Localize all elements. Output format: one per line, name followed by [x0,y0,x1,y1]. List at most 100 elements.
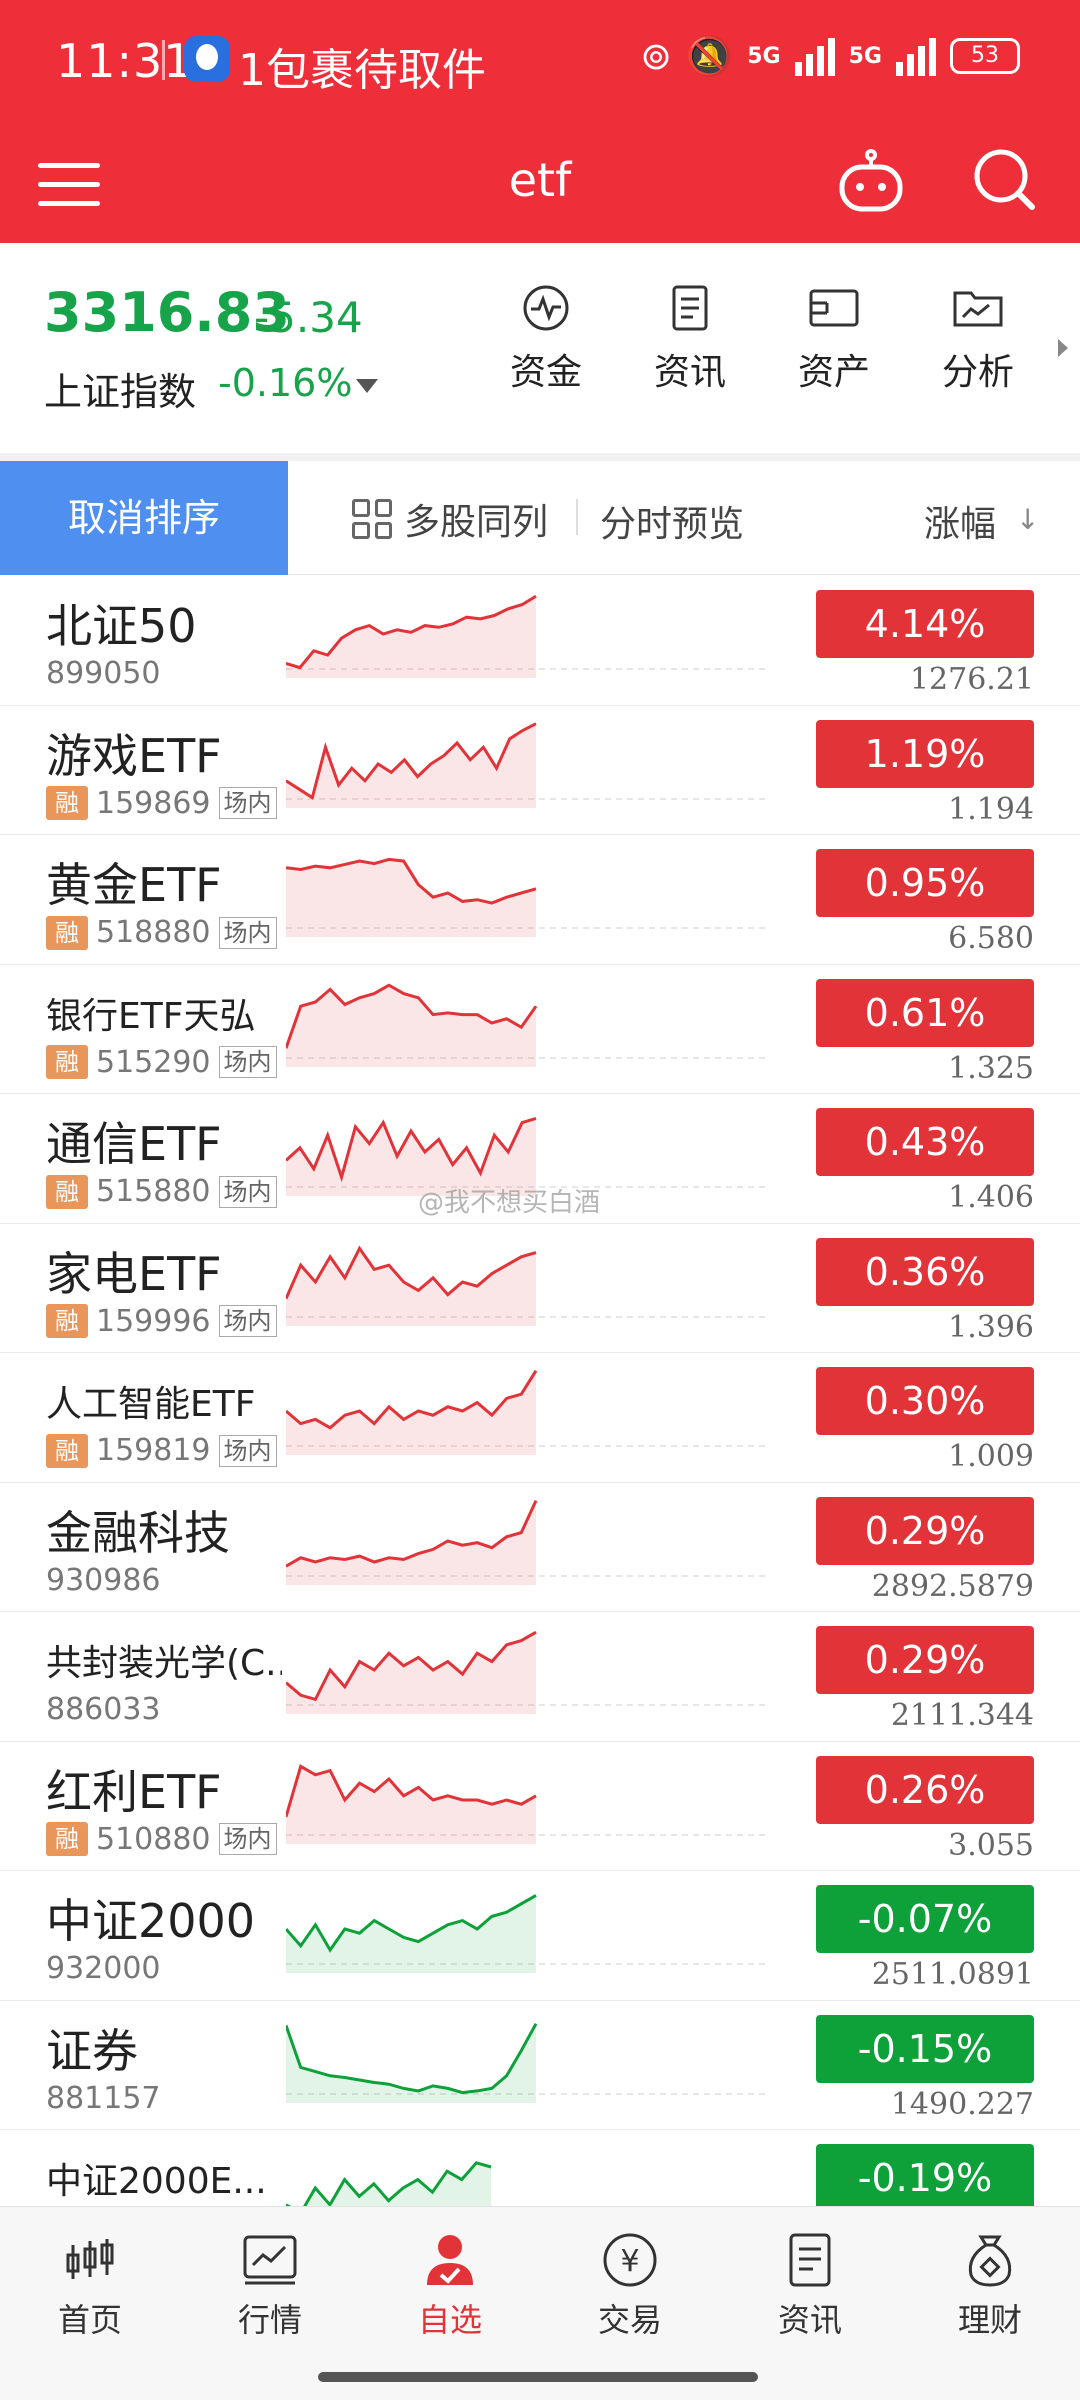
sparkline-area [286,1632,536,1714]
change-badge[interactable]: 1.19% [816,719,1034,788]
nav-label: 资讯 [777,2301,842,2339]
nav-trade[interactable]: ¥ 交易 [560,2231,700,2341]
item-name: 共封装光学(C... [46,1643,282,1684]
margin-badge: 融 [46,915,88,950]
nav-news[interactable]: 资讯 [740,2231,880,2341]
list-item[interactable]: 金融科技 930986 0.29% 2892.5879 [0,1483,1080,1612]
item-meta: 融 515290 场内 [46,1045,277,1080]
item-code: 515880 [96,1174,211,1209]
quick-action-news[interactable]: 资讯 [630,283,750,395]
intraday-sparkline [286,1499,766,1585]
sparkline-area [286,2023,536,2103]
sparkline-line [286,721,537,800]
item-price: 1.009 [948,1439,1034,1474]
index-pct: -0.16% [218,361,353,405]
document-icon [672,285,708,331]
sort-field-change[interactable]: 涨幅 [924,504,997,545]
nav-label: 自选 [417,2301,482,2339]
change-badge[interactable]: -0.07% [816,1885,1034,1953]
item-price: 1.406 [948,1180,1034,1215]
market-icon [243,2235,297,2285]
sparkline-area [286,1118,536,1196]
robot-icon[interactable] [836,147,906,217]
change-badge[interactable]: 0.95% [816,849,1034,917]
watchlist-icon [427,2235,473,2285]
item-meta: 融 510880 场内 [46,1822,277,1857]
nav-market[interactable]: 行情 [200,2231,340,2341]
nav-wealth[interactable]: 理财 [920,2231,1060,2341]
item-code: 159996 [96,1303,211,1339]
multi-column-label: 多股同列 [404,502,549,543]
margin-badge: 融 [46,1174,88,1209]
item-code: 510880 [96,1821,211,1857]
home-chart-icon [66,2239,114,2279]
item-code: 930986 [46,1562,161,1598]
list-item[interactable]: 证券 881157 -0.15% 1490.227 [0,2001,1080,2130]
item-meta: 融 515880 场内 [46,1174,277,1209]
item-price: 2892.5879 [871,1568,1034,1604]
sparkline-area [286,723,536,808]
list-item[interactable]: 游戏ETF 融 159869 场内 1.19% 1.194 [0,706,1080,835]
menu-icon[interactable] [36,151,102,217]
change-badge[interactable]: -0.19% [816,2144,1034,2212]
list-item[interactable]: 中证2000 932000 -0.07% 2511.0891 [0,1871,1080,2001]
item-price: 3.055 [948,1827,1034,1863]
item-code: 899050 [46,656,161,691]
item-price: 1.396 [948,1309,1034,1345]
change-badge[interactable]: 0.26% [816,1755,1034,1824]
index-dropdown-icon[interactable] [356,379,378,393]
quick-action-analysis[interactable]: 分析 [918,283,1038,395]
intraday-sparkline [286,594,766,678]
list-item[interactable]: 黄金ETF 融 518880 场内 0.95% 6.580 [0,835,1080,965]
cancel-sort-button[interactable]: 取消排序 [0,461,288,575]
item-meta: 融 159819 场内 [46,1433,277,1468]
list-item[interactable]: 通信ETF 融 515880 场内 0.43% 1.406 [0,1094,1080,1224]
intraday-sparkline [286,1894,766,1973]
change-badge[interactable]: 0.43% [816,1108,1034,1176]
margin-badge: 融 [46,786,88,820]
list-item[interactable]: 家电ETF 融 159996 场内 0.36% 1.396 [0,1224,1080,1353]
sparkline-area [286,1895,536,1973]
change-badge[interactable]: -0.15% [816,2014,1034,2083]
quick-action-assets[interactable]: 资产 [774,283,894,395]
list-item[interactable]: 北证50 899050 4.14% 1276.21 [0,576,1080,706]
item-name: 人工智能ETF [46,1384,256,1425]
nav-watchlist[interactable]: 自选 [380,2231,520,2341]
item-code: 886033 [46,1692,161,1727]
multi-column-button[interactable]: 多股同列 [352,493,548,545]
intraday-sparkline [286,982,766,1067]
exchange-tag: 场内 [218,1046,277,1078]
nav-home[interactable]: 首页 [20,2231,160,2341]
trade-icon: ¥ [603,2233,657,2287]
sparkline-line [286,594,537,670]
status-separator [162,40,165,80]
scroll-right-icon[interactable] [1058,339,1068,357]
exchange-tag: 场内 [218,916,277,949]
change-badge[interactable]: 4.14% [816,590,1034,658]
quick-action-funds[interactable]: 资金 [486,283,606,395]
home-indicator[interactable] [318,2372,758,2382]
item-code: 159819 [96,1433,211,1468]
list-item[interactable]: 人工智能ETF 融 159819 场内 0.30% 1.009 [0,1353,1080,1483]
list-item[interactable]: 银行ETF天弘融 515290 场内 0.61% 1.325 [0,965,1080,1094]
exchange-tag: 场内 [218,1305,277,1337]
item-meta: 930986 [46,1563,161,1598]
index-change: -5.34 [254,293,363,342]
search-icon[interactable] [968,143,1040,215]
intraday-preview-button[interactable]: 分时预览 [600,504,745,545]
sparkline-line [286,1244,537,1299]
package-notification-icon [184,36,230,82]
list-item[interactable]: 红利ETF 融 510880 场内 0.26% 3.055 [0,1742,1080,1871]
change-badge[interactable]: 0.29% [816,1496,1034,1565]
change-badge[interactable]: 0.36% [816,1237,1034,1306]
sparkline-area [286,1370,536,1455]
intraday-sparkline [286,1630,766,1714]
exchange-tag: 场内 [218,1823,277,1855]
change-badge[interactable]: 0.29% [816,1626,1034,1694]
index-panel[interactable]: 3316.83 -5.34 上证指数 -0.16% 资金 资讯 资产 [0,243,1080,453]
list-item[interactable]: 共封装光学(C... 886033 0.29% 2111.344 [0,1612,1080,1742]
sparkline-line [286,1763,537,1817]
change-badge[interactable]: 0.61% [816,978,1034,1047]
card-icon [809,289,859,327]
change-badge[interactable]: 0.30% [816,1367,1034,1435]
